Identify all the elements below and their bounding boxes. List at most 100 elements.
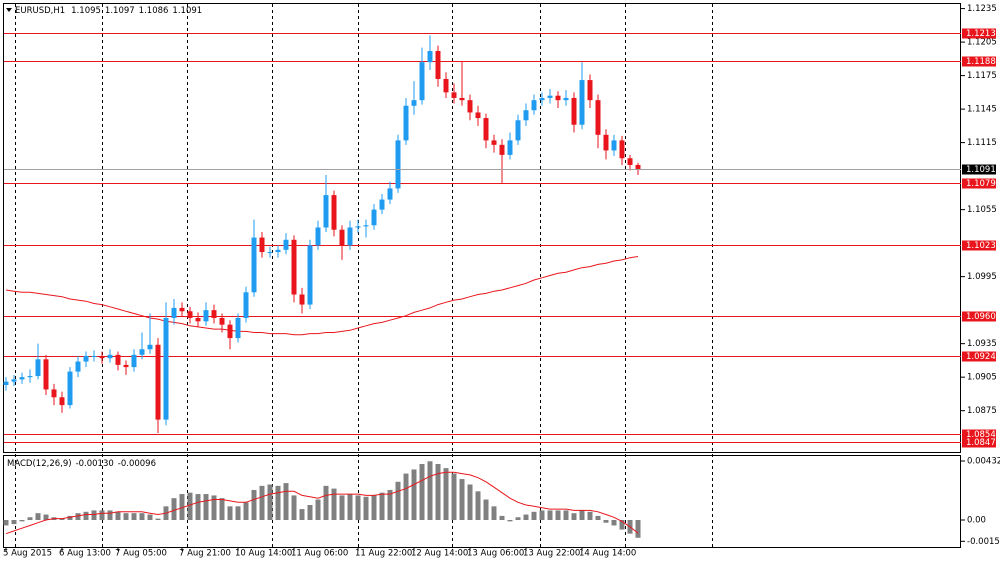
candle-body (323, 195, 329, 228)
candle-body (475, 112, 481, 119)
macd-y-tick-label: 0.00 (967, 516, 986, 526)
macd-bar (203, 494, 209, 521)
y-tick-label: 1.0905 (967, 373, 997, 383)
macd-signal-line (5, 471, 639, 535)
candle-body (19, 377, 25, 380)
macd-bar (363, 496, 369, 521)
candle-body (291, 239, 297, 295)
x-tick-label: 13 Aug 06:00 (467, 549, 524, 559)
x-tick-label: 5 Aug 2015 (3, 549, 52, 559)
macd-bar (595, 515, 601, 521)
macd-bar (155, 518, 161, 521)
candle-body (315, 227, 321, 246)
x-tick-label: 11 Aug 06:00 (291, 549, 348, 559)
candle-body (339, 229, 345, 246)
candle-body (275, 249, 281, 253)
candle-body (363, 225, 369, 227)
macd-bar (291, 495, 297, 521)
level-label: 1.0924 (966, 352, 996, 362)
low: 1.1086 (139, 6, 169, 16)
candle-body (3, 381, 9, 385)
candle-body (131, 354, 137, 368)
candle-body (387, 188, 393, 200)
macd-bar (563, 510, 569, 521)
candle-body (403, 105, 409, 141)
macd-bar (211, 495, 217, 521)
candle-body (107, 354, 113, 359)
candle-body (419, 62, 425, 101)
y-tick-label: 1.0875 (967, 406, 997, 416)
x-tick-label: 11 Aug 22:00 (355, 549, 412, 559)
macd-bar (179, 494, 185, 521)
macd-bar (451, 473, 457, 521)
candle-body (115, 354, 121, 365)
y-tick-label: 1.1235 (967, 4, 997, 14)
x-tick-label: 6 Aug 13:00 (59, 549, 111, 559)
macd-bar (571, 513, 577, 521)
level-label: 1.1079 (966, 179, 996, 189)
candle-body (515, 120, 521, 141)
macd-bar (555, 510, 561, 521)
main-pane (3, 3, 961, 453)
macd-bar (523, 514, 529, 521)
candle-body (579, 80, 585, 125)
macd-bar (3, 520, 9, 526)
macd-bar (139, 513, 145, 521)
candle-body (139, 349, 145, 355)
candle-body (179, 307, 185, 312)
candle-body (51, 389, 57, 398)
candle-body (603, 134, 609, 151)
macd-bar (379, 492, 385, 521)
macd-bar (507, 520, 513, 522)
y-tick-label: 1.1205 (967, 38, 997, 48)
macd-bar (531, 511, 537, 521)
level-label: 1.1213 (966, 29, 996, 39)
x-tick-label: 12 Aug 14:00 (411, 549, 468, 559)
y-tick-label: 1.1145 (967, 105, 997, 115)
candle-body (563, 97, 569, 101)
candle-body (555, 95, 561, 101)
macd-bar (67, 515, 73, 521)
candle-body (443, 78, 449, 93)
macd-bar (611, 520, 617, 526)
candle-body (435, 51, 441, 79)
macd-bar (19, 520, 25, 522)
x-tick-label: 7 Aug 05:00 (115, 549, 167, 559)
candle-body (427, 51, 433, 63)
level-label-box (962, 429, 996, 440)
candle-body (35, 359, 41, 377)
macd-pane (3, 455, 961, 548)
price-label: 1.1091 (966, 165, 996, 175)
candle-body (507, 140, 513, 155)
macd-bar (283, 483, 289, 521)
macd-bar (475, 491, 481, 521)
macd-signal: -0.00096 (118, 459, 156, 469)
candle-body (491, 140, 497, 145)
menu-triangle[interactable] (6, 8, 12, 12)
macd-bar (259, 485, 265, 521)
macd-bar (307, 504, 313, 521)
x-tick-label: 7 Aug 21:00 (179, 549, 231, 559)
macd-bar (579, 510, 585, 521)
symbol: EURUSD,H1 (15, 6, 65, 16)
macd-bar (619, 520, 625, 530)
level-label-box (962, 437, 996, 448)
macd-y-tick-label: 0.00432 (967, 457, 1000, 467)
macd-bar (587, 511, 593, 521)
candle-body (595, 100, 601, 135)
candle-body (171, 307, 177, 318)
candle-body (395, 140, 401, 189)
candle-body (411, 100, 417, 106)
candle-body (83, 355, 89, 362)
macd-bar (123, 513, 129, 521)
candle-body (227, 324, 233, 339)
level-label-box (962, 28, 996, 39)
candle-body (523, 110, 529, 121)
candle-body (451, 92, 457, 98)
macd-bar (603, 520, 609, 523)
macd-bar (467, 484, 473, 521)
y-tick-label: 1.1115 (967, 138, 997, 148)
candle-body (59, 397, 65, 406)
candle-body (75, 361, 81, 372)
